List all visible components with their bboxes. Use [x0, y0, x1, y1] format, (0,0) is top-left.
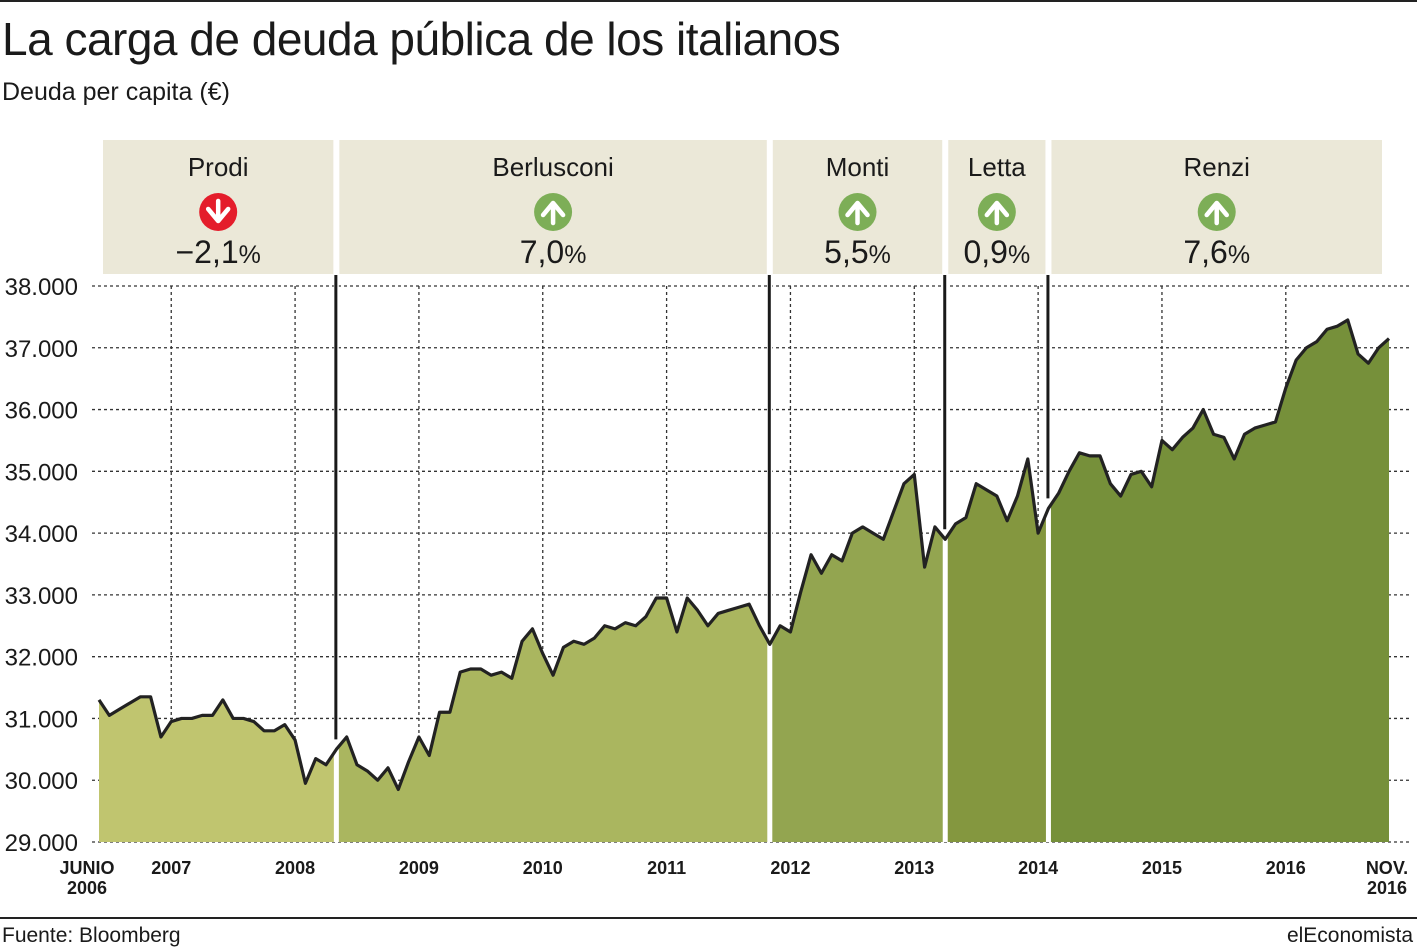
source-note: Fuente: Bloomberg [2, 924, 181, 947]
period-separator-lines [334, 275, 1050, 740]
x-tick-text: 2007 [151, 858, 191, 878]
panel-name: Berlusconi [492, 152, 613, 182]
arrow-glyph [540, 200, 566, 226]
panel-letta: Letta 0,9% [948, 140, 1046, 274]
x-tick-label: 2007 [151, 858, 191, 878]
panel-berlusconi: Berlusconi 7,0% [339, 140, 767, 274]
arrow-glyph [205, 198, 231, 224]
y-tick-label: 33.000 [5, 583, 78, 610]
area-monti [769, 474, 946, 842]
x-tick-text: 2010 [523, 858, 563, 878]
change-percent-sign: % [239, 241, 261, 269]
period-areas [99, 256, 1389, 842]
y-tick-label: 32.000 [5, 645, 78, 672]
y-tick-label: 29.000 [5, 830, 78, 857]
change-percent-sign: % [564, 241, 586, 269]
panel-prodi: Prodi −2,1% [103, 140, 334, 274]
panel-name: Prodi [188, 152, 249, 182]
panel-name: Monti [826, 152, 890, 182]
y-axis: 29.000 30.000 31.000 32.000 33.000 34.000 35.0… [5, 274, 78, 857]
x-tick-text: 2015 [1142, 858, 1182, 878]
change-value: 0,9 [963, 234, 1007, 270]
panel-change: 7,0% [520, 234, 587, 270]
chart-subtitle: Deuda per capita (€) [2, 78, 230, 106]
area-letta [945, 458, 1049, 842]
series-line-group [97, 318, 1391, 792]
x-tick-label: 2014 [1018, 858, 1058, 878]
change-value: 7,6 [1183, 234, 1227, 270]
change-percent-sign: % [869, 241, 891, 269]
area-renzi [1048, 319, 1389, 842]
x-tick-text: NOV. [1366, 858, 1408, 878]
top-rule [0, 0, 1417, 2]
brand-logo-text: elEconomista [1286, 924, 1413, 947]
government-panels: Prodi −2,1% Berlusconi 7,0% Monti 5,5% Letta 0,… [103, 140, 1382, 274]
x-tick-text: 2009 [399, 858, 439, 878]
y-tick-label: 36.000 [5, 398, 78, 425]
x-tick-text: 2014 [1018, 858, 1058, 878]
panel-monti: Monti 5,5% [772, 140, 943, 274]
arrow-glyph [845, 200, 870, 226]
y-tick-label: 31.000 [5, 706, 78, 733]
arrow-glyph [1204, 200, 1229, 226]
x-tick-label: 2010 [523, 858, 563, 878]
debt-area-chart: Prodi −2,1% Berlusconi 7,0% Monti 5,5% Letta 0,… [5, 140, 1410, 898]
x-tick-label: 2012 [770, 858, 810, 878]
arrow-up-icon [1197, 193, 1236, 231]
panel-name: Renzi [1183, 152, 1249, 182]
panel-change: 7,6% [1183, 234, 1250, 270]
x-tick-label: NOV.2016 [1366, 858, 1408, 898]
y-tick-label: 30.000 [5, 768, 78, 795]
panel-change: 5,5% [824, 234, 891, 270]
arrow-up-icon [977, 193, 1016, 231]
x-tick-text: 2006 [67, 878, 107, 898]
chart-title: La carga de deuda pública de los italian… [2, 13, 841, 65]
arrow-up-icon [838, 193, 877, 231]
y-tick-label: 35.000 [5, 459, 78, 486]
x-tick-text: 2016 [1266, 858, 1306, 878]
x-tick-label: 2013 [894, 858, 934, 878]
period-gap [1045, 256, 1051, 842]
change-percent-sign: % [1008, 241, 1030, 269]
y-tick-label: 34.000 [5, 521, 78, 548]
x-tick-label: 2015 [1142, 858, 1182, 878]
y-tick-label: 38.000 [5, 274, 78, 301]
bottom-rule [0, 917, 1417, 919]
x-tick-label: 2011 [647, 858, 686, 878]
x-tick-text: 2013 [894, 858, 934, 878]
x-tick-text: 2012 [770, 858, 810, 878]
change-percent-sign: % [1228, 241, 1250, 269]
x-tick-text: 2011 [647, 858, 686, 878]
x-tick-text: JUNIO [59, 858, 114, 878]
change-value: 7,0 [520, 234, 564, 270]
panel-renzi: Renzi 7,6% [1051, 140, 1382, 274]
arrow-down-icon [199, 193, 238, 231]
change-value: −2,1 [175, 234, 238, 270]
x-tick-label: 2009 [399, 858, 439, 878]
x-tick-text: 2016 [1367, 878, 1407, 898]
y-tick-label: 37.000 [5, 336, 78, 363]
period-gap [942, 256, 948, 842]
x-tick-label: 2016 [1266, 858, 1306, 878]
arrow-up-icon [534, 193, 573, 231]
area-berlusconi [336, 597, 770, 842]
arrow-glyph [984, 200, 1010, 226]
panel-name: Letta [968, 152, 1026, 182]
x-tick-text: 2008 [275, 858, 315, 878]
panel-change: 0,9% [963, 234, 1030, 270]
panel-change: −2,1% [175, 234, 260, 270]
series-line [97, 318, 1391, 792]
x-tick-label: 2008 [275, 858, 315, 878]
change-value: 5,5 [824, 234, 868, 270]
